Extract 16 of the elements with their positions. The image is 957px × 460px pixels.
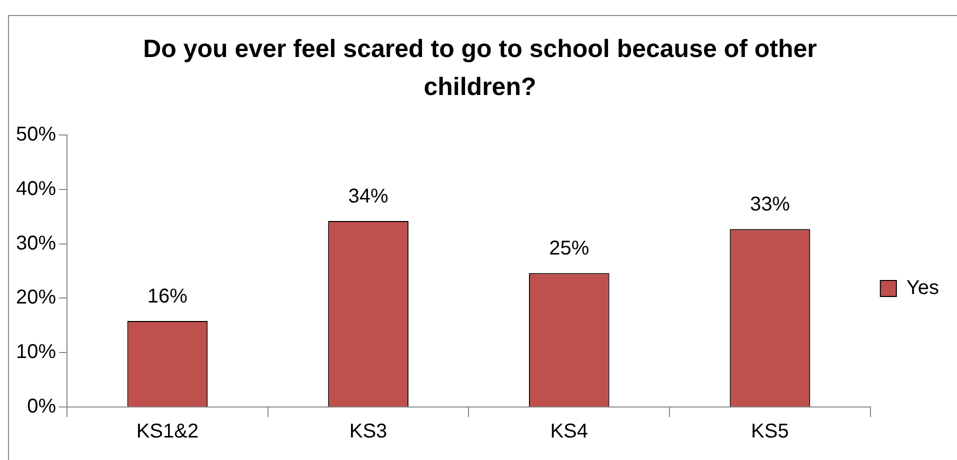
data-label: 25% <box>549 238 590 260</box>
y-tick-label: 10% <box>16 341 56 364</box>
x-tick-label: KS1&2 <box>136 420 199 443</box>
y-tick-label: 40% <box>16 178 56 200</box>
data-label: 34% <box>348 185 389 208</box>
y-tick-label: 20% <box>16 286 56 309</box>
y-tick-label: 30% <box>16 232 56 254</box>
legend-label: Yes <box>906 277 940 300</box>
x-tick-label: KS5 <box>751 420 789 443</box>
data-label: 16% <box>147 286 188 308</box>
x-tick-label: KS4 <box>550 420 588 443</box>
y-tick-label: 50% <box>16 124 56 146</box>
y-tick-label: 0% <box>27 396 56 418</box>
data-label: 33% <box>750 194 790 216</box>
x-tick-label: KS3 <box>349 420 388 443</box>
chart-title: Do you ever feel scared to go to school because of other children? <box>142 34 818 103</box>
